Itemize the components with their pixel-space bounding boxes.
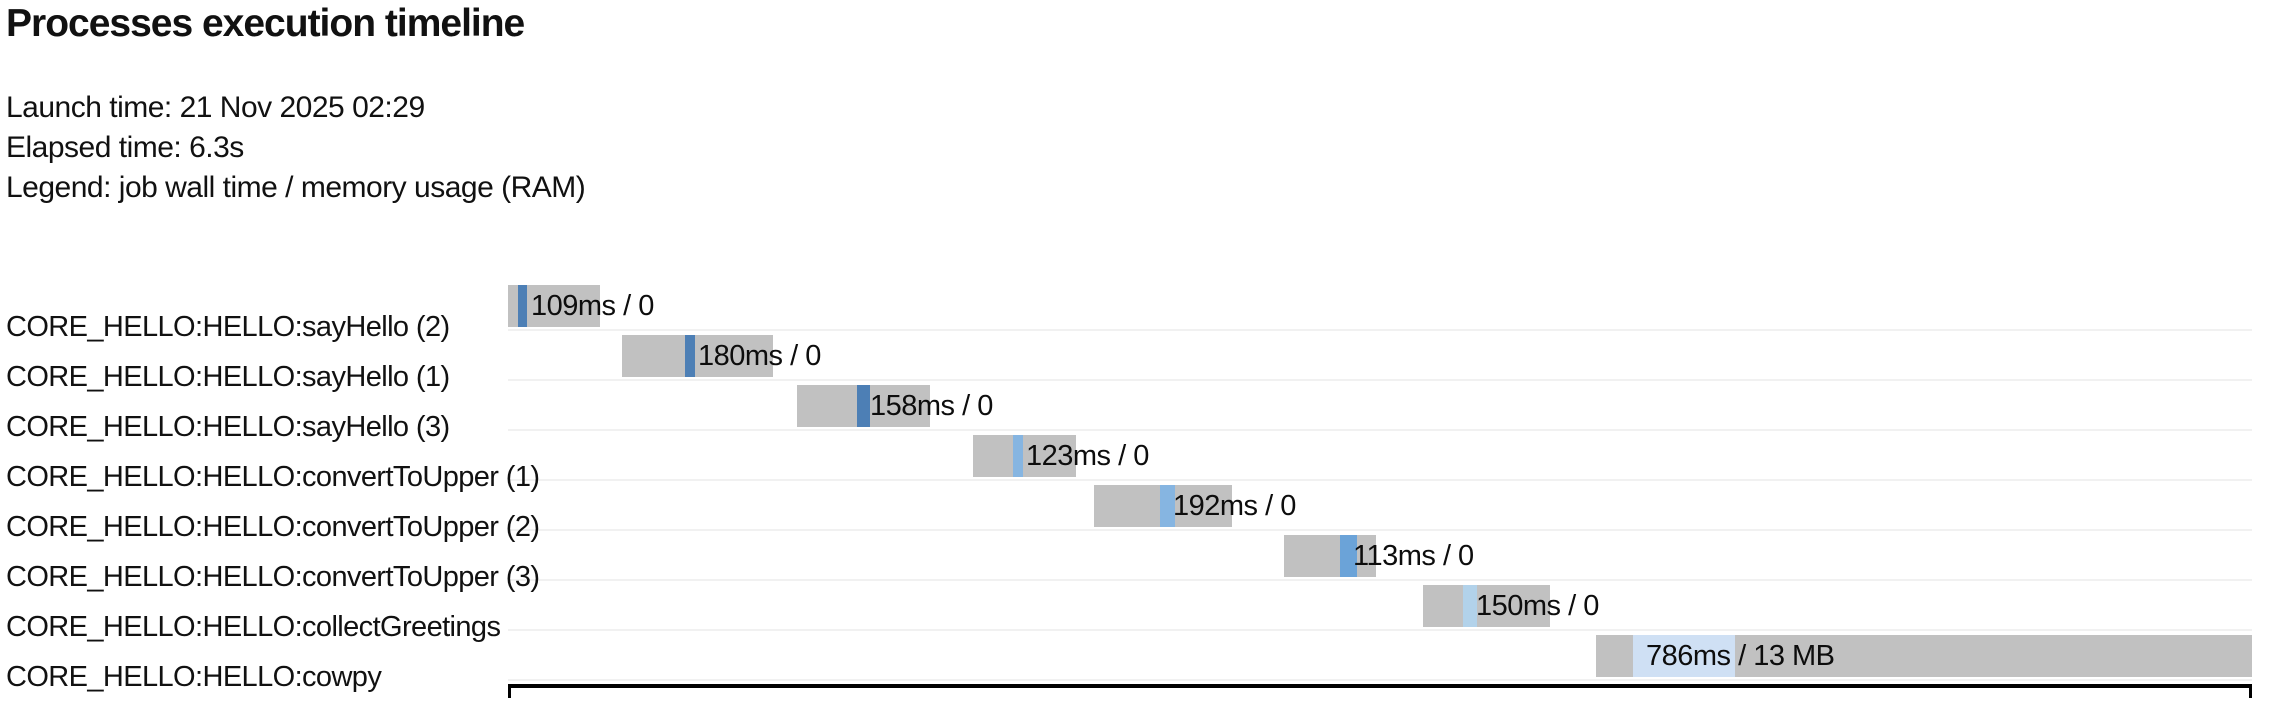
timeline-row: CORE_HELLO:HELLO:convertToUpper (2) 192ms… — [0, 482, 2284, 542]
process-label: CORE_HELLO:HELLO:sayHello (2) — [6, 311, 450, 343]
task-runtime-segment — [518, 285, 527, 327]
x-axis-domain-line — [508, 684, 2252, 698]
process-label: CORE_HELLO:HELLO:collectGreetings — [6, 611, 501, 643]
task-bar — [1094, 485, 1232, 527]
task-value-label: 109ms / 0 — [531, 289, 654, 322]
row-separator-line — [508, 679, 2252, 681]
task-bar — [797, 385, 930, 427]
task-runtime-segment — [1463, 585, 1477, 627]
task-runtime-segment — [1633, 635, 1735, 677]
task-bar — [622, 335, 773, 377]
report-meta: Launch time: 21 Nov 2025 02:29 Elapsed t… — [6, 88, 586, 208]
task-value-label: 150ms / 0 — [1476, 589, 1599, 622]
task-value-label: 158ms / 0 — [870, 389, 993, 422]
row-separator-line — [508, 479, 2252, 481]
row-separator-line — [508, 429, 2252, 431]
task-value-label: 113ms / 0 — [1353, 539, 1474, 572]
row-separator-line — [508, 379, 2252, 381]
timeline-row: CORE_HELLO:HELLO:cowpy 786ms / 13 MB — [0, 632, 2284, 692]
timeline-chart: CORE_HELLO:HELLO:sayHello (2) 109ms / 0 CO… — [0, 282, 2284, 724]
task-runtime-segment — [685, 335, 695, 377]
page-title: Processes execution timeline — [6, 2, 525, 45]
task-runtime-segment — [857, 385, 870, 427]
task-bar — [1423, 585, 1550, 627]
timeline-row: CORE_HELLO:HELLO:sayHello (1) 180ms / 0 — [0, 332, 2284, 392]
elapsed-time-line: Elapsed time: 6.3s — [6, 131, 244, 164]
process-label: CORE_HELLO:HELLO:convertToUpper (3) — [6, 561, 540, 593]
launch-time-line: Launch time: 21 Nov 2025 02:29 — [6, 91, 425, 124]
process-label: CORE_HELLO:HELLO:sayHello (1) — [6, 361, 450, 393]
row-separator-line — [508, 529, 2252, 531]
task-bar — [973, 435, 1076, 477]
process-label: CORE_HELLO:HELLO:convertToUpper (1) — [6, 461, 540, 493]
task-bar — [508, 285, 600, 327]
task-runtime-segment — [1340, 535, 1357, 577]
legend-line: Legend: job wall time / memory usage (RA… — [6, 171, 586, 204]
timeline-row: CORE_HELLO:HELLO:collectGreetings 150ms /… — [0, 582, 2284, 642]
process-label: CORE_HELLO:HELLO:convertToUpper (2) — [6, 511, 540, 543]
timeline-row: CORE_HELLO:HELLO:convertToUpper (1) 123ms… — [0, 432, 2284, 492]
timeline-row: CORE_HELLO:HELLO:sayHello (3) 158ms / 0 — [0, 382, 2284, 442]
row-separator-line — [508, 579, 2252, 581]
task-bar — [1284, 535, 1376, 577]
task-value-label: 180ms / 0 — [698, 339, 821, 372]
task-runtime-segment — [1160, 485, 1175, 527]
task-value-label: 192ms / 0 — [1173, 489, 1296, 522]
task-runtime-segment — [1013, 435, 1023, 477]
row-separator-line — [508, 629, 2252, 631]
process-label: CORE_HELLO:HELLO:cowpy — [6, 661, 382, 693]
task-bar — [1596, 635, 2252, 677]
timeline-row: CORE_HELLO:HELLO:convertToUpper (3) 113ms… — [0, 532, 2284, 592]
task-value-label: 786ms / 13 MB — [1646, 639, 1835, 672]
row-separator-line — [508, 329, 2252, 331]
process-label: CORE_HELLO:HELLO:sayHello (3) — [6, 411, 450, 443]
timeline-row: CORE_HELLO:HELLO:sayHello (2) 109ms / 0 — [0, 282, 2284, 342]
task-value-label: 123ms / 0 — [1026, 439, 1149, 472]
